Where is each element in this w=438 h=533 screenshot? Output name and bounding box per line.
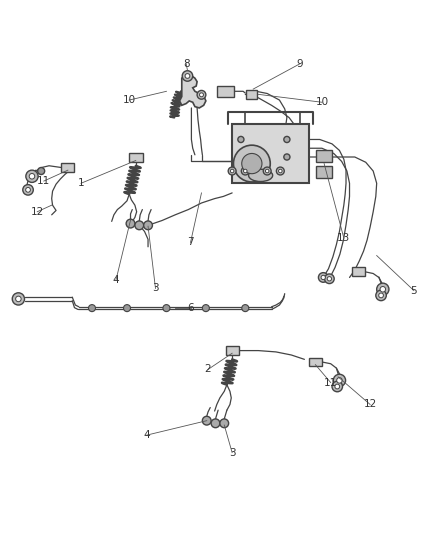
Bar <box>61 163 74 172</box>
Text: 5: 5 <box>410 286 417 296</box>
Circle shape <box>279 169 282 173</box>
Circle shape <box>263 167 271 175</box>
Bar <box>316 150 332 162</box>
Circle shape <box>38 167 45 174</box>
Circle shape <box>332 381 343 392</box>
Circle shape <box>333 374 346 386</box>
Circle shape <box>265 169 269 173</box>
Circle shape <box>325 274 334 284</box>
Circle shape <box>242 154 262 174</box>
Text: 12: 12 <box>364 399 377 409</box>
Circle shape <box>238 154 244 160</box>
Circle shape <box>211 419 220 427</box>
Text: 2: 2 <box>205 365 212 374</box>
Circle shape <box>335 384 339 389</box>
Text: 6: 6 <box>187 303 194 313</box>
Circle shape <box>242 304 249 312</box>
Circle shape <box>321 275 325 280</box>
Text: 7: 7 <box>187 237 194 247</box>
Bar <box>352 268 365 276</box>
Text: 11: 11 <box>37 176 50 186</box>
Circle shape <box>276 167 284 175</box>
Circle shape <box>12 293 25 305</box>
Circle shape <box>23 184 33 195</box>
Circle shape <box>284 136 290 142</box>
Circle shape <box>197 91 206 99</box>
Text: 10: 10 <box>123 95 136 105</box>
Circle shape <box>182 71 193 81</box>
Circle shape <box>284 154 290 160</box>
Circle shape <box>185 74 190 78</box>
Circle shape <box>88 304 95 312</box>
Circle shape <box>233 145 270 182</box>
Bar <box>217 86 234 97</box>
Text: 3: 3 <box>229 448 236 458</box>
Text: 8: 8 <box>183 59 190 69</box>
Bar <box>226 346 239 355</box>
Bar <box>316 166 332 179</box>
Text: 11: 11 <box>324 377 337 387</box>
Circle shape <box>241 167 249 175</box>
Circle shape <box>200 93 203 97</box>
Circle shape <box>244 169 247 173</box>
Text: 10: 10 <box>315 97 328 107</box>
Bar <box>129 154 143 162</box>
Text: 9: 9 <box>297 59 304 69</box>
Circle shape <box>380 287 385 292</box>
Text: 13: 13 <box>337 233 350 243</box>
Circle shape <box>144 221 152 230</box>
Circle shape <box>230 169 234 173</box>
Circle shape <box>379 293 383 298</box>
Circle shape <box>327 277 332 281</box>
Text: 12: 12 <box>31 207 44 217</box>
Text: 1: 1 <box>78 178 85 188</box>
Ellipse shape <box>249 169 272 182</box>
Circle shape <box>202 416 211 425</box>
Circle shape <box>238 136 244 142</box>
Text: 3: 3 <box>152 284 159 293</box>
Circle shape <box>16 296 21 302</box>
Circle shape <box>126 219 135 228</box>
Circle shape <box>26 188 30 192</box>
Circle shape <box>29 174 35 179</box>
Circle shape <box>163 304 170 312</box>
Circle shape <box>228 167 236 175</box>
Polygon shape <box>180 75 206 108</box>
Text: 4: 4 <box>113 274 120 285</box>
Circle shape <box>124 304 131 312</box>
Circle shape <box>376 290 386 301</box>
Bar <box>309 358 322 366</box>
Circle shape <box>135 221 144 230</box>
Circle shape <box>202 304 209 312</box>
Circle shape <box>318 273 328 282</box>
Text: 4: 4 <box>143 430 150 440</box>
Bar <box>232 124 309 183</box>
Circle shape <box>26 170 38 182</box>
Circle shape <box>377 283 389 295</box>
Bar <box>246 90 257 99</box>
Circle shape <box>220 419 229 427</box>
Circle shape <box>337 377 342 383</box>
